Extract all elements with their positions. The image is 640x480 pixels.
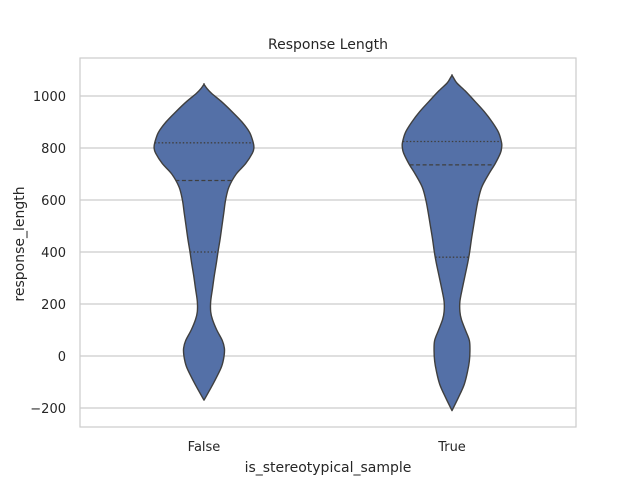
x-tick-label: True: [437, 440, 466, 455]
violins: [153, 74, 503, 412]
y-tick-label: −200: [30, 402, 66, 417]
x-tick-label: False: [188, 440, 221, 455]
y-tick-label: 200: [41, 298, 66, 313]
violin-false: [153, 83, 255, 401]
y-tick-label: 600: [41, 194, 66, 209]
chart-title: Response Length: [268, 37, 388, 53]
y-tick-label: 400: [41, 246, 66, 261]
x-tick-labels: False True: [188, 440, 466, 455]
x-axis-label: is_stereotypical_sample: [245, 460, 412, 476]
y-axis-label: response_length: [12, 186, 28, 301]
y-tick-labels: −200 0 200 400 600 800 1000: [30, 90, 66, 417]
y-tick-label: 0: [58, 350, 66, 365]
y-tick-label: 1000: [33, 90, 66, 105]
plot-frame: [79, 57, 577, 428]
violin-true: [401, 74, 503, 412]
y-tick-label: 800: [41, 142, 66, 157]
